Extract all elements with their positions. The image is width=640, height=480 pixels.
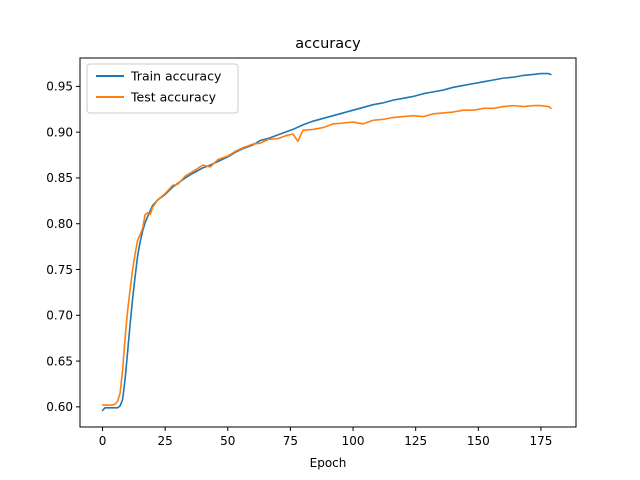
y-tick-label: 0.60 (46, 400, 73, 414)
legend-label-test: Test accuracy (130, 90, 217, 105)
y-tick-label: 0.95 (46, 80, 73, 94)
x-tick-label: 150 (467, 434, 490, 448)
legend: Train accuracy Test accuracy (86, 63, 239, 114)
y-axis: 0.60 0.65 0.70 0.75 0.80 0.85 0.90 0.95 (46, 80, 80, 414)
x-tick-label: 75 (283, 434, 298, 448)
plot-frame (79, 57, 577, 428)
series-layer (101, 72, 552, 412)
y-tick-label: 0.65 (46, 354, 73, 368)
y-tick-label: 0.80 (46, 217, 73, 231)
series-line-test (101, 104, 552, 406)
x-tick-label: 125 (404, 434, 427, 448)
x-tick-label: 0 (99, 434, 107, 448)
x-axis-label: Epoch (310, 456, 347, 470)
chart-title: accuracy (295, 36, 361, 52)
y-tick-label: 0.70 (46, 309, 73, 323)
x-tick-label: 50 (220, 434, 235, 448)
series-line-train (101, 72, 552, 412)
x-tick-label: 175 (529, 434, 552, 448)
y-tick-label: 0.90 (46, 125, 73, 139)
y-tick-label: 0.85 (46, 171, 73, 185)
x-tick-label: 100 (342, 434, 365, 448)
legend-box (86, 63, 239, 114)
x-axis: 0 25 50 75 100 125 150 175 (99, 427, 552, 448)
legend-label-train: Train accuracy (130, 69, 222, 84)
x-tick-label: 25 (158, 434, 173, 448)
y-tick-label: 0.75 (46, 263, 73, 277)
